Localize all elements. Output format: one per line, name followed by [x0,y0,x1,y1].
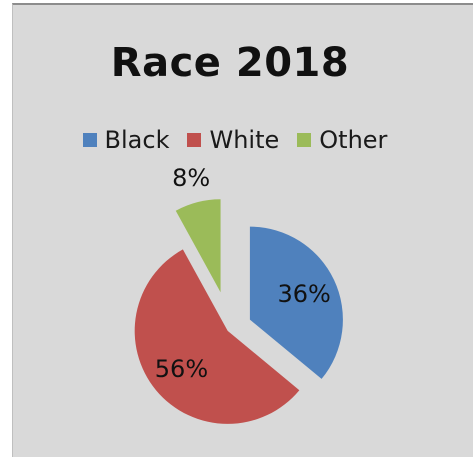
legend-swatch-other [297,133,312,147]
legend-label-white: White [209,126,280,154]
legend-swatch-white [187,133,202,147]
chart-title: Race 2018 [110,40,350,86]
legend-entry-other: Other [297,126,387,154]
legend-entry-white: White [187,126,279,154]
pie-slice-white [134,249,300,424]
legend-label-other: Other [319,126,388,154]
legend-swatch-black [82,133,97,147]
slice-label-black: 36% [278,280,331,308]
slice-label-white: 56% [155,355,208,383]
slice-label-other: 8% [172,164,210,192]
pie-slice-other [175,199,221,293]
pie-labels: 36% 56% 8% [155,164,331,383]
chart-legend: Black White Other [0,126,470,154]
legend-label-black: Black [104,126,170,154]
legend-entry-black: Black [82,126,170,154]
pie-slices [134,199,343,424]
pie-slice-black [249,226,343,379]
